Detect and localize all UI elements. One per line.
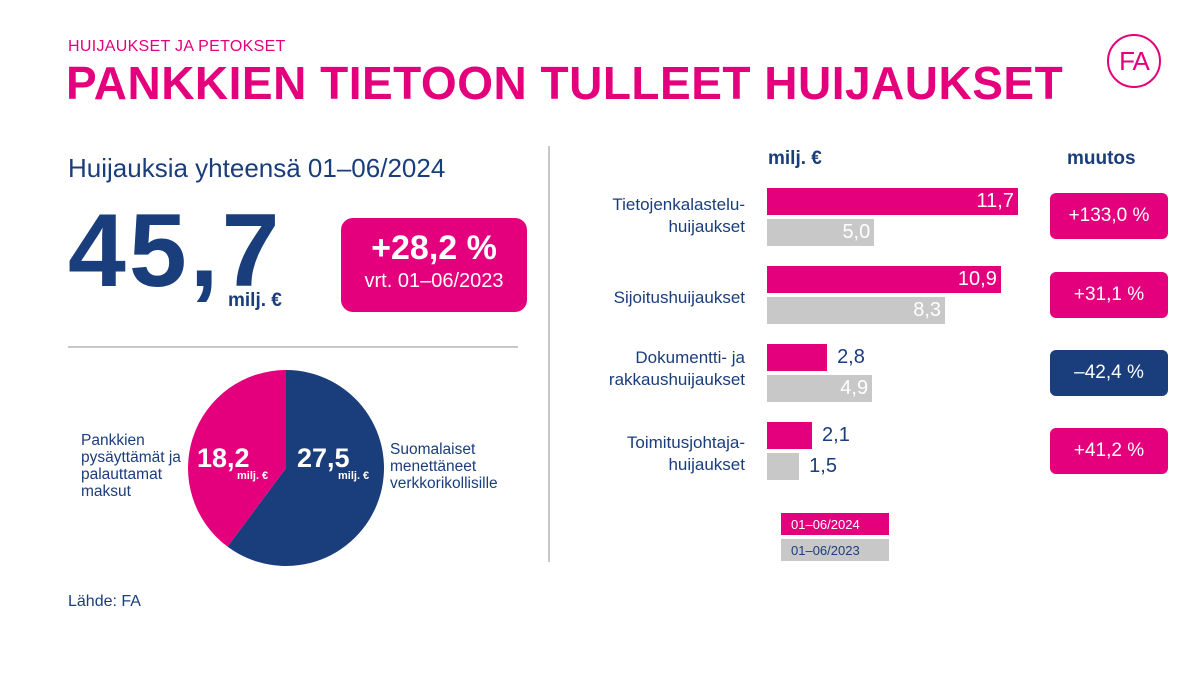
category-label: Sijoitushuijaukset <box>613 288 745 307</box>
total-value: 45,7 <box>68 193 283 309</box>
legend-2023: 01–06/2023 <box>781 539 889 561</box>
category-label: Tietojenkalastelu-huijaukset <box>612 195 745 236</box>
pie-label-stopped: Pankkien pysäyttämät ja palauttamat maks… <box>81 432 181 500</box>
category-label: Dokumentti- ja rakkaushuijaukset <box>608 348 745 389</box>
page-title: PANKKIEN TIETOON TULLEET HUIJAUKSET <box>66 57 1064 109</box>
pie-unit-stopped: milj. € <box>237 470 269 482</box>
bar-2023 <box>767 297 946 324</box>
bar-value-label: 11,7 <box>976 190 1014 212</box>
total-label: Huijauksia yhteensä 01–06/2024 <box>68 153 446 183</box>
bar-2024 <box>767 344 828 371</box>
bar-value-label: 10,9 <box>957 268 997 290</box>
pie-unit-lost: milj. € <box>338 470 370 482</box>
change-badge: –42,4 % <box>1050 350 1168 396</box>
legend-2024: 01–06/2024 <box>781 513 889 535</box>
category-label: Toimitusjohtaja-huijaukset <box>626 433 745 474</box>
bar-value-label: 2,1 <box>822 424 850 446</box>
pie-chart <box>188 370 384 566</box>
pie-slice-stopped <box>188 370 286 547</box>
kicker: HUIJAUKSET JA PETOKSET <box>68 38 286 55</box>
bar-value-label: 2,8 <box>837 346 865 368</box>
bar-value-label: 5,0 <box>842 221 871 243</box>
pie-value-lost: 27,5 <box>297 443 350 473</box>
bar-unit-header: milj. € <box>768 148 822 169</box>
pie-slice-lost <box>227 370 384 566</box>
total-change-value: +28,2 % <box>371 229 497 267</box>
change-badge: +31,1 % <box>1050 272 1168 318</box>
total-change-box: +28,2 % vrt. 01–06/2023 <box>341 218 527 312</box>
bar-2024 <box>767 422 813 449</box>
bar-value-label: 1,5 <box>809 455 837 477</box>
pie-label-lost: Suomalaiset menettäneet verkkorikollisil… <box>390 441 498 492</box>
bar-2024 <box>767 266 1001 293</box>
fa-logo: FA <box>1107 34 1161 88</box>
total-change-comparison: vrt. 01–06/2023 <box>364 270 504 292</box>
bar-2023 <box>767 375 873 402</box>
change-badge: +133,0 % <box>1050 193 1168 239</box>
bar-value-label: 8,3 <box>913 299 942 321</box>
total-unit: milj. € <box>228 290 282 311</box>
change-header: muutos <box>1067 148 1136 169</box>
bar-2024 <box>767 188 1018 215</box>
source-note: Lähde: FA <box>68 593 141 610</box>
divider-horizontal <box>68 346 518 348</box>
bar-2023 <box>767 453 800 480</box>
pie-value-stopped: 18,2 <box>197 443 250 473</box>
change-badge: +41,2 % <box>1050 428 1168 474</box>
divider-vertical <box>548 146 550 562</box>
bar-value-label: 4,9 <box>840 377 869 399</box>
bar-2023 <box>767 219 875 246</box>
